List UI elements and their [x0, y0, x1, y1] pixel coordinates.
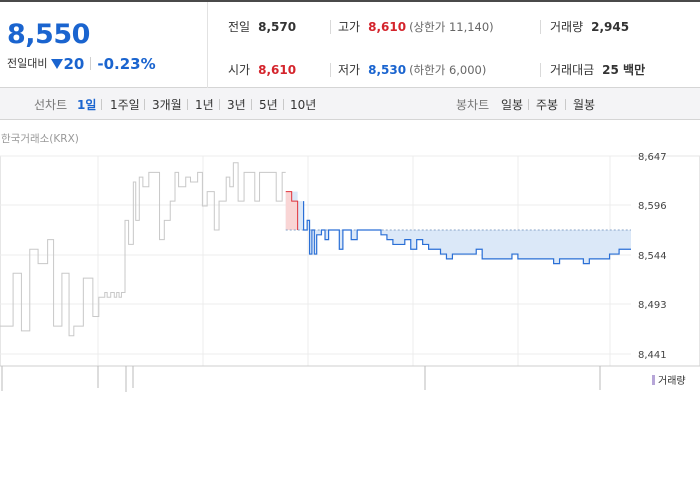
- divider: [251, 99, 252, 110]
- trade-amount: 거래대금 25 백만: [550, 61, 645, 78]
- candle-daily[interactable]: 일봉: [501, 98, 524, 112]
- period-1day[interactable]: 1일: [77, 98, 97, 112]
- plot-frame: [0, 155, 700, 367]
- low-label: 저가: [338, 63, 361, 77]
- volume-legend: 거래량: [652, 372, 686, 387]
- high-value: 8,610: [368, 20, 407, 34]
- divider: [101, 99, 102, 110]
- candle-chart-label: 봉차트: [456, 98, 490, 112]
- high-price: 고가 8,610 (상한가 11,140): [338, 18, 494, 35]
- trade-amount-label: 거래대금: [550, 63, 595, 77]
- period-3year[interactable]: 3년: [227, 98, 246, 112]
- divider: [187, 99, 188, 110]
- prev-close: 전일 8,570: [228, 18, 296, 35]
- divider: [90, 57, 92, 70]
- divider: [540, 63, 541, 77]
- low-value: 8,530: [368, 63, 407, 77]
- divider: [219, 99, 220, 110]
- series-line-prev: [0, 162, 286, 337]
- upper-limit: (상한가 11,140): [409, 20, 494, 34]
- period-10year[interactable]: 10년: [290, 98, 317, 112]
- y-tick-label: 8,493: [638, 300, 667, 311]
- divider: [283, 99, 284, 110]
- divider: [565, 99, 566, 110]
- y-tick-label: 8,544: [638, 251, 667, 262]
- prev-close-label: 전일: [228, 20, 251, 34]
- divider: [528, 99, 529, 110]
- change-percent: -0.23%: [97, 55, 156, 73]
- price-chart[interactable]: 8,647 8,596 8,544 8,493 8,441 한국거래소(KRX) 거래량: [0, 121, 700, 396]
- y-tick-label: 8,647: [638, 152, 667, 163]
- period-5year[interactable]: 5년: [259, 98, 278, 112]
- change-amount: 20: [63, 55, 85, 73]
- divider: [540, 20, 541, 34]
- exchange-label: 한국거래소(KRX): [1, 133, 79, 145]
- prev-close-value: 8,570: [258, 20, 297, 34]
- open-value: 8,610: [258, 63, 297, 77]
- divider: [330, 63, 331, 77]
- y-tick-label: 8,441: [638, 350, 667, 361]
- line-chart-label: 선차트: [34, 98, 68, 112]
- chart-toolbar: 선차트 1일 1주일 3개월 1년 3년 5년 10년 봉차트 일봉 주봉 월봉: [0, 88, 700, 120]
- period-1year[interactable]: 1년: [195, 98, 214, 112]
- divider: [330, 20, 331, 34]
- open-label: 시가: [228, 63, 251, 77]
- period-3month[interactable]: 3개월: [152, 98, 182, 112]
- y-tick-label: 8,596: [638, 201, 667, 212]
- series-line-up: [285, 191, 299, 231]
- divider: [144, 99, 145, 110]
- volume-legend-label: 거래량: [658, 376, 686, 387]
- candle-monthly[interactable]: 월봉: [573, 98, 596, 112]
- chart-canvas: 8,647 8,596 8,544 8,493 8,441: [0, 152, 700, 392]
- volume-value: 2,945: [591, 20, 630, 34]
- candle-weekly[interactable]: 주봉: [536, 98, 559, 112]
- down-triangle-icon: [51, 59, 64, 69]
- series-line-today: [302, 201, 631, 265]
- period-1week[interactable]: 1주일: [110, 98, 140, 112]
- below-reference-fill: [285, 191, 631, 264]
- open-price: 시가 8,610: [228, 61, 296, 78]
- low-price: 저가 8,530 (하한가 6,000): [338, 61, 486, 78]
- quote-summary: 8,550 전일대비 20 -0.23% 전일 8,570 고가 8,610 (상한가 1…: [0, 0, 700, 88]
- current-price: 8,550: [7, 19, 90, 50]
- volume-legend-swatch: [652, 375, 655, 385]
- trade-amount-value: 25 백만: [602, 63, 646, 77]
- high-label: 고가: [338, 20, 361, 34]
- volume-label: 거래량: [550, 20, 584, 34]
- current-price-box: 8,550 전일대비 20 -0.23%: [0, 2, 208, 88]
- lower-limit: (하한가 6,000): [409, 63, 487, 77]
- change-row: 전일대비 20 -0.23%: [7, 55, 156, 73]
- volume: 거래량 2,945: [550, 18, 629, 35]
- change-label: 전일대비: [7, 57, 48, 70]
